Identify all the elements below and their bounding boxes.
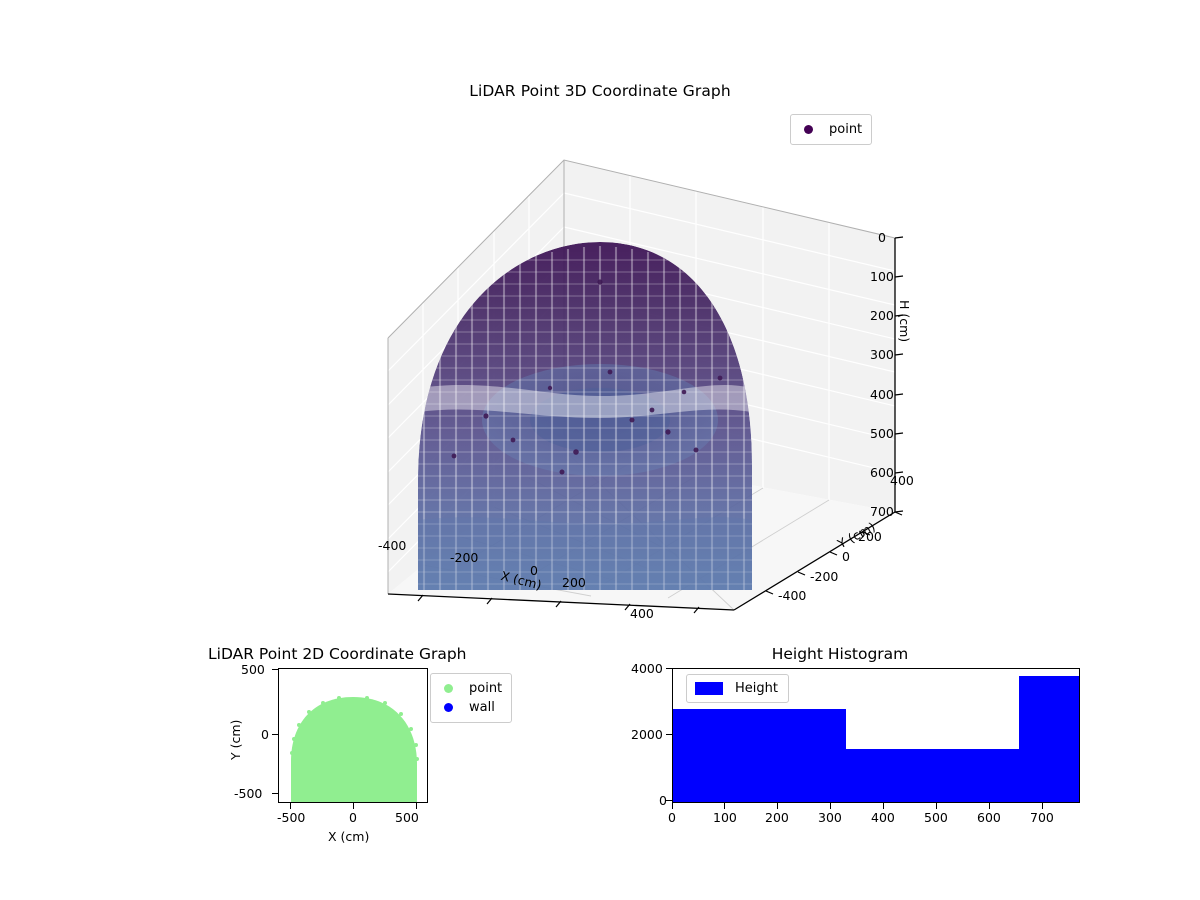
tick-hist-y-0: 0 bbox=[659, 793, 667, 808]
tickmark-hist-x-700 bbox=[1042, 803, 1044, 809]
tickmark-hist-x-200 bbox=[777, 803, 779, 809]
axis-ticks-z-3d bbox=[894, 236, 904, 513]
tick-hist-x-100: 100 bbox=[713, 810, 737, 825]
page-title-3d: LiDAR Point 3D Coordinate Graph bbox=[469, 82, 731, 100]
axis-spines-3d bbox=[387, 238, 896, 611]
tick-hist-x-500: 500 bbox=[924, 810, 948, 825]
outlier-points-3d bbox=[451, 279, 723, 475]
tickmark-hist-x-300 bbox=[830, 803, 832, 809]
point-blob-edge-noise bbox=[290, 696, 419, 761]
tick-z-200: 200 bbox=[870, 308, 894, 323]
tickmark-2d-y-500 bbox=[272, 669, 278, 671]
tickmark-hist-x-400 bbox=[883, 803, 885, 809]
axis-label-2d-x: X (cm) bbox=[328, 829, 370, 844]
tick-2d-y-500: 500 bbox=[241, 662, 265, 677]
tick-y-200: 200 bbox=[858, 529, 882, 544]
tick-hist-y-2000: 2000 bbox=[631, 727, 663, 742]
axis-label-2d-y: Y (cm) bbox=[228, 719, 243, 760]
tickmark-2d-y--500 bbox=[272, 793, 278, 795]
tick-x--200: -200 bbox=[450, 550, 479, 565]
hist-bar-0 bbox=[673, 709, 846, 802]
plot-2d-svg bbox=[290, 696, 419, 802]
legend-label-height: Height bbox=[735, 681, 778, 696]
point-cloud-3d bbox=[418, 242, 752, 590]
legend-marker-point-2d bbox=[444, 684, 453, 693]
legend-marker-height bbox=[695, 682, 723, 695]
tick-2d-x-500: 500 bbox=[395, 810, 419, 825]
axes-3d-scatter[interactable]: 0 100 200 300 400 500 600 700 H (cm) -40… bbox=[300, 120, 940, 630]
tick-hist-y-4000: 4000 bbox=[631, 661, 663, 676]
tickmark-2d-x-500 bbox=[416, 803, 418, 809]
tick-z-500: 500 bbox=[870, 426, 894, 441]
tick-hist-x-700: 700 bbox=[1030, 810, 1054, 825]
tickmark-hist-x-0 bbox=[672, 803, 674, 809]
tick-x--400: -400 bbox=[378, 538, 407, 553]
tickmark-2d-x-0 bbox=[353, 803, 355, 809]
tick-hist-x-300: 300 bbox=[818, 810, 842, 825]
tick-z-100: 100 bbox=[870, 269, 894, 284]
axes-2d-scatter[interactable] bbox=[278, 668, 428, 803]
legend-label-point-2d: point bbox=[469, 681, 503, 696]
legend-item-point-2d[interactable]: point bbox=[438, 679, 502, 698]
legend-marker-point-3d bbox=[804, 125, 813, 134]
tickmark-2d-y-0 bbox=[272, 734, 278, 736]
tick-z-300: 300 bbox=[870, 347, 894, 362]
tick-hist-x-0: 0 bbox=[668, 810, 676, 825]
hist-bar-1 bbox=[845, 749, 1019, 802]
tickmark-hist-y-0 bbox=[666, 800, 672, 802]
tick-hist-x-400: 400 bbox=[871, 810, 895, 825]
page-title-hist: Height Histogram bbox=[771, 645, 909, 663]
legend-item-wall-2d[interactable]: wall bbox=[438, 698, 502, 717]
hist-bar-2 bbox=[1018, 676, 1079, 802]
legend-label-wall-2d: wall bbox=[469, 700, 495, 715]
legend-label-point-3d: point bbox=[829, 122, 863, 137]
axes-height-histogram[interactable] bbox=[672, 668, 1080, 803]
tick-z-400: 400 bbox=[870, 387, 894, 402]
tick-hist-x-200: 200 bbox=[765, 810, 789, 825]
axis-ticks-x-3d bbox=[417, 594, 700, 614]
tick-x-400: 400 bbox=[630, 606, 654, 621]
tickmark-2d-x--500 bbox=[290, 803, 292, 809]
tick-y--400: -400 bbox=[778, 588, 807, 603]
tickmark-hist-x-600 bbox=[989, 803, 991, 809]
axis-label-z: H (cm) bbox=[897, 300, 912, 343]
plot-3d-svg bbox=[387, 159, 904, 614]
tickmark-hist-x-100 bbox=[724, 803, 726, 809]
tick-z-600: 600 bbox=[870, 465, 894, 480]
tick-z-0: 0 bbox=[878, 230, 886, 245]
tick-y--200: -200 bbox=[810, 569, 839, 584]
axis-ticks-y-3d bbox=[765, 511, 903, 595]
tick-2d-y-0: 0 bbox=[261, 727, 269, 742]
legend-3d[interactable]: point bbox=[790, 114, 873, 145]
tick-x-200: 200 bbox=[562, 575, 586, 590]
point-blob-2d bbox=[291, 697, 417, 802]
legend-histogram[interactable]: Height bbox=[686, 674, 789, 703]
legend-marker-wall-2d bbox=[444, 703, 453, 712]
tick-2d-y--500: -500 bbox=[234, 786, 263, 801]
tick-y-0: 0 bbox=[842, 549, 850, 564]
tickmark-hist-y-4000 bbox=[666, 668, 672, 670]
histogram-bars bbox=[673, 669, 1079, 802]
page-title-2d: LiDAR Point 2D Coordinate Graph bbox=[208, 645, 467, 663]
tick-z-700: 700 bbox=[870, 504, 894, 519]
legend-2d[interactable]: point wall bbox=[430, 673, 513, 723]
tick-hist-x-600: 600 bbox=[977, 810, 1001, 825]
tickmark-hist-x-500 bbox=[936, 803, 938, 809]
tick-2d-x-0: 0 bbox=[349, 810, 357, 825]
tick-y-400: 400 bbox=[890, 473, 914, 488]
tick-2d-x--500: -500 bbox=[277, 810, 306, 825]
tick-x-0: 0 bbox=[530, 563, 538, 578]
tickmark-hist-y-2000 bbox=[666, 734, 672, 736]
legend-item-point-3d[interactable]: point bbox=[798, 120, 862, 139]
legend-item-height[interactable]: Height bbox=[692, 679, 778, 698]
